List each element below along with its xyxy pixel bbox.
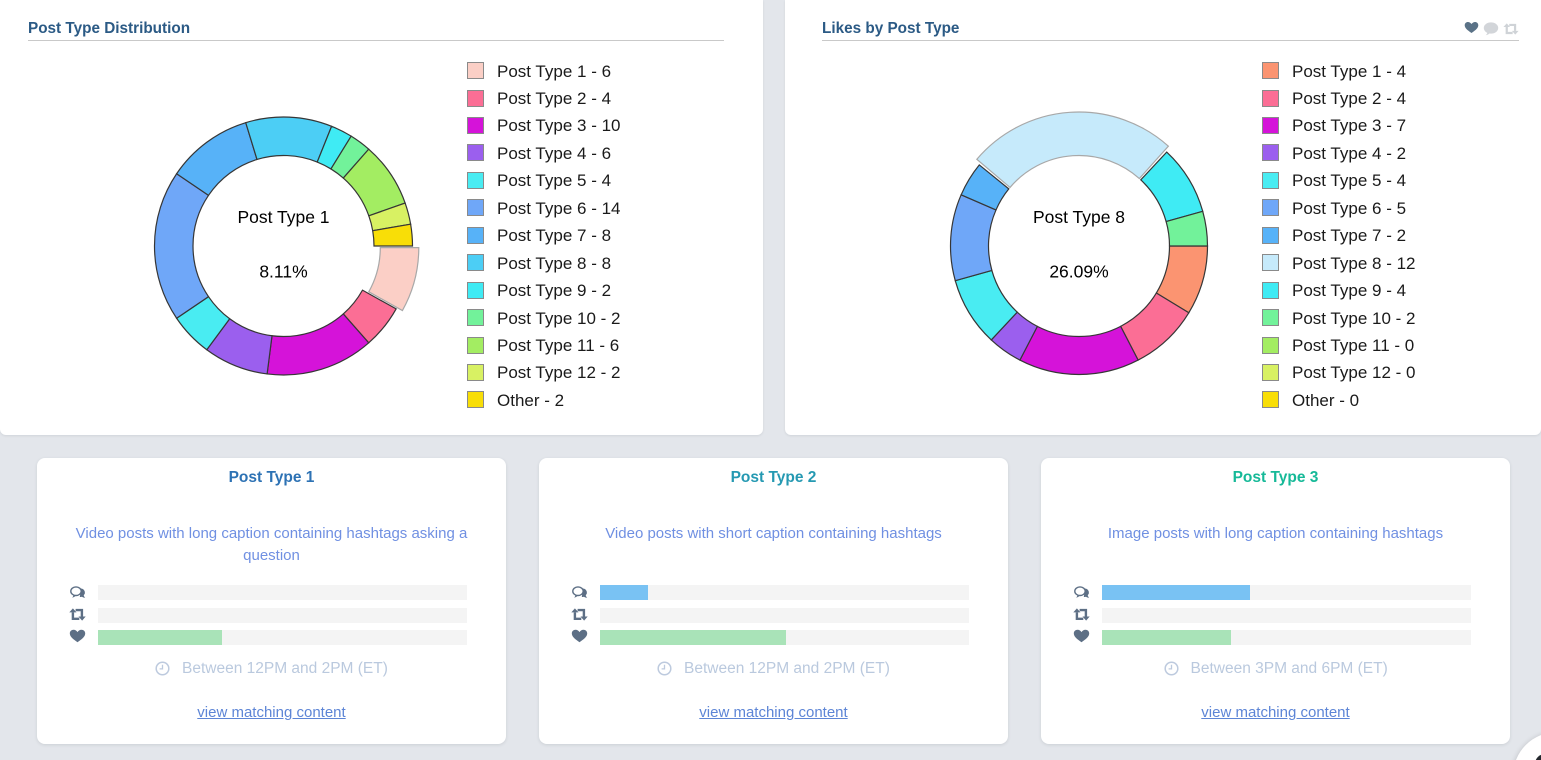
svg-text:26.09%: 26.09% xyxy=(1049,262,1108,282)
svg-text:8.11%: 8.11% xyxy=(259,262,307,282)
svg-text:Post Type 1: Post Type 1 xyxy=(237,207,329,227)
svg-text:Post Type 8: Post Type 8 xyxy=(1033,207,1125,227)
